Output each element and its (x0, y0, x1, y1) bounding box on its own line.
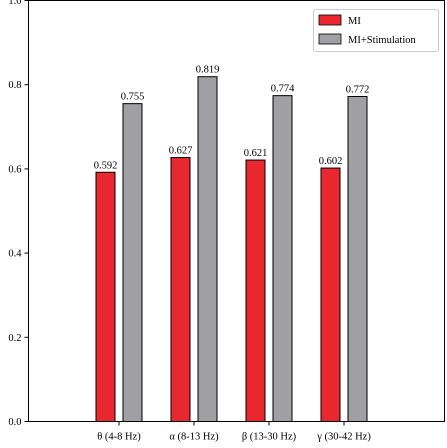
legend-swatch-mi (318, 14, 342, 26)
data-labels: 0.592 0.755 0.627 0.819 0.621 0.774 0.602 0.772 (94, 65, 370, 172)
y-tick-label: 0.6 (8, 164, 21, 175)
y-tick-label: 0.4 (8, 249, 22, 260)
x-tick-label: α (8-13 Hz) (169, 432, 219, 443)
y-tick-label: 0.2 (8, 333, 21, 344)
y-tick-label: 0.8 (8, 80, 21, 91)
bars (95, 76, 368, 423)
bar-mi-stimulation (122, 103, 143, 423)
bar-mi (170, 157, 191, 423)
legend: MI MI+Stimulation (313, 9, 439, 52)
legend-box (313, 9, 439, 52)
data-label: 0.755 (121, 92, 145, 103)
x-tick-label: θ (4-8 Hz) (97, 432, 141, 443)
data-label: 0.772 (346, 84, 370, 95)
y-tick-label: 0.0 (8, 417, 21, 428)
x-tick-label: γ (30-42 Hz) (316, 432, 371, 443)
bar-mi (320, 167, 341, 422)
bar-mi-stimulation (347, 95, 368, 422)
y-axis: 0.0 0.2 0.4 0.6 0.8 1.0 (8, 0, 29, 428)
data-label: 0.602 (319, 156, 343, 167)
data-label: 0.621 (244, 148, 268, 159)
plot-frame (28, 0, 445, 422)
data-label: 0.774 (271, 84, 295, 95)
legend-swatch-mi-stimulation (318, 33, 342, 45)
data-label: 0.819 (196, 65, 220, 76)
bar-mi (95, 171, 116, 422)
y-tick-label: 1.0 (8, 0, 21, 7)
bar-mi-stimulation (197, 76, 218, 423)
legend-label-mi: MI (348, 16, 361, 27)
legend-label-mi-stimulation: MI+Stimulation (348, 35, 417, 46)
data-label: 0.592 (94, 160, 118, 171)
x-tick-label: β (13-30 Hz) (242, 432, 297, 443)
bar-mi-stimulation (272, 95, 293, 423)
data-label: 0.627 (169, 146, 193, 157)
x-axis: θ (4-8 Hz) α (8-13 Hz) β (13-30 Hz) γ (30-4… (97, 421, 371, 443)
bar-mi (245, 159, 266, 423)
